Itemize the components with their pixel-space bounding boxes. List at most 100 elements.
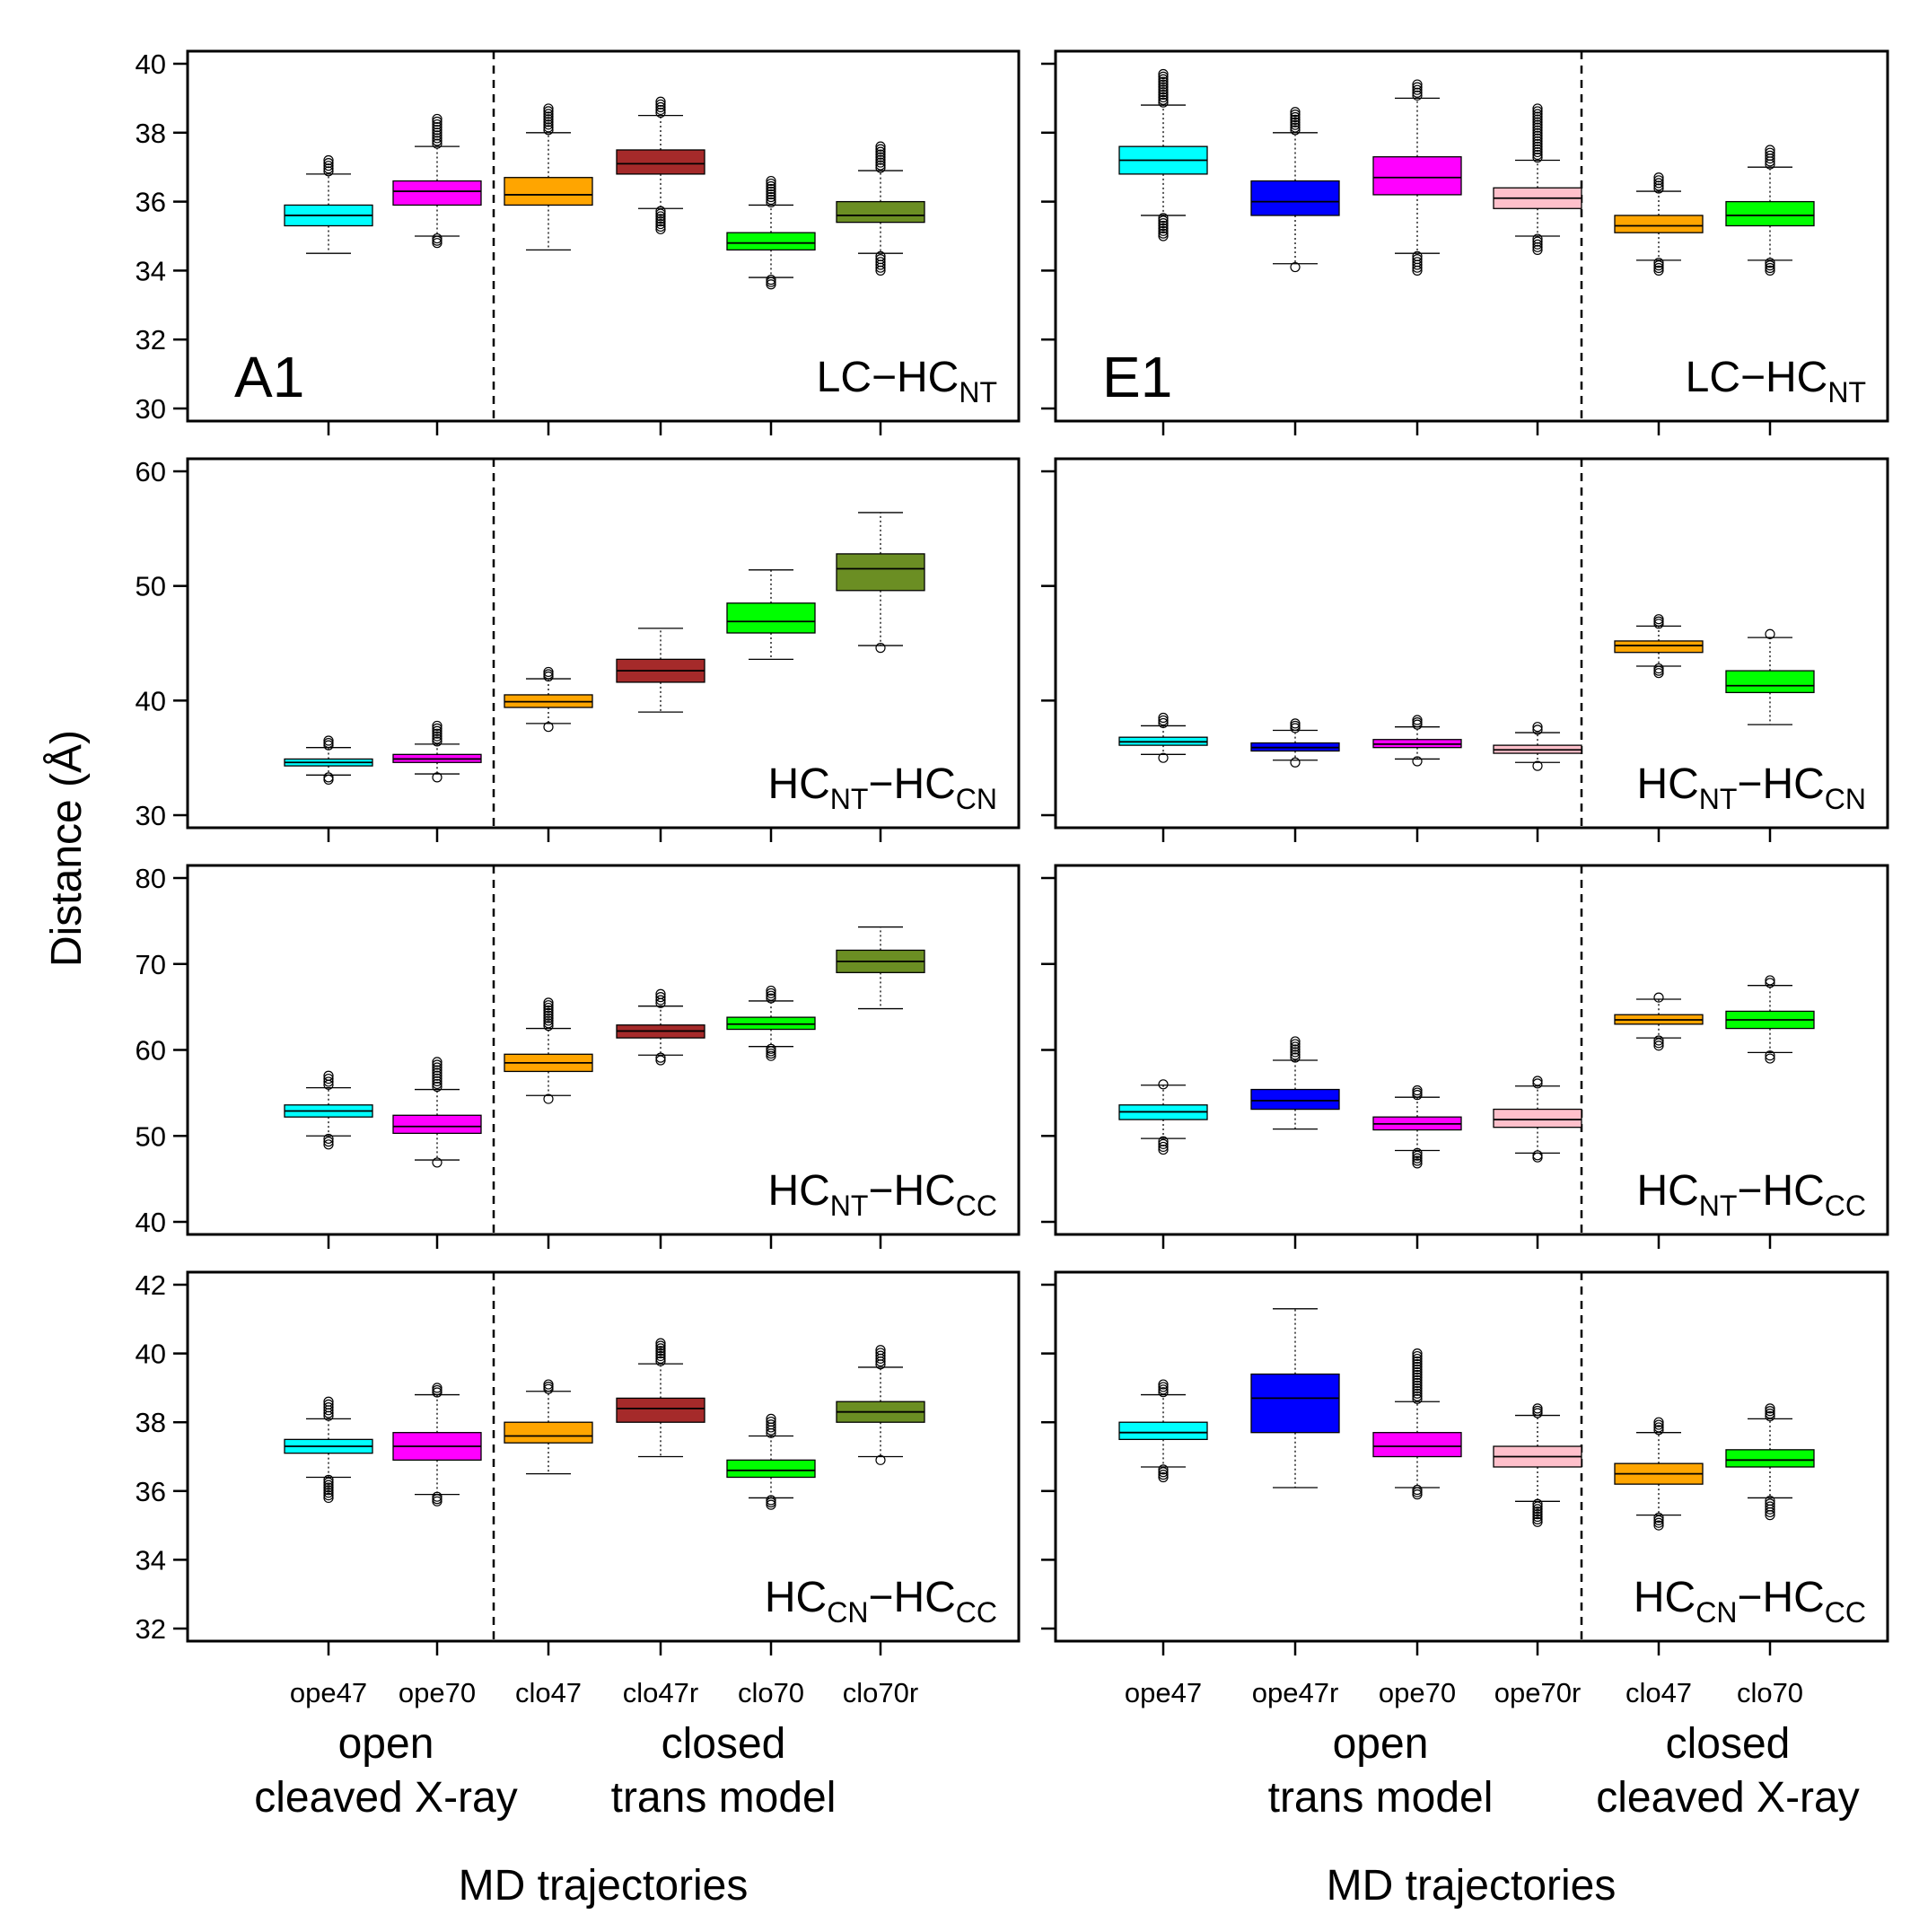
outlier-point <box>766 1413 776 1424</box>
outlier-point <box>1158 1467 1169 1478</box>
outlier-point <box>432 731 443 742</box>
outlier-point <box>543 669 554 680</box>
outlier-point <box>1158 71 1169 83</box>
outlier-point <box>1532 724 1543 735</box>
group-subtitle: cleaved X-ray <box>1596 1774 1859 1822</box>
outlier-point <box>1653 260 1664 271</box>
outlier-point <box>323 163 334 174</box>
outlier-point <box>1158 1387 1169 1398</box>
outlier-point <box>1765 150 1775 161</box>
outlier-point <box>1412 1153 1423 1164</box>
label-first-sub: NT <box>1699 783 1738 815</box>
outlier-point <box>543 671 554 682</box>
distance-label: LC−HCNT <box>1686 354 1866 408</box>
category-label-clo47: clo47 <box>515 1677 582 1708</box>
distance-label: HCNT−HCCN <box>1636 760 1866 815</box>
outlier-point <box>1412 1150 1423 1161</box>
outlier-point <box>655 216 666 227</box>
outlier-point <box>1532 1152 1543 1163</box>
outlier-point <box>543 1000 554 1011</box>
outlier-point <box>655 99 666 110</box>
outlier-point <box>1765 1410 1775 1422</box>
outlier-point <box>1532 1150 1543 1161</box>
outlier-point <box>766 1416 776 1427</box>
outlier-point <box>432 736 443 747</box>
outlier-point <box>543 119 554 130</box>
distance-label: HCCN−HCCC <box>765 1574 997 1629</box>
outlier-point <box>543 114 554 125</box>
box-ope47 <box>1118 1079 1208 1155</box>
iqr-box <box>726 232 816 251</box>
label-first: HC <box>1634 1574 1696 1621</box>
outlier-point <box>766 197 776 208</box>
outlier-point <box>1765 145 1775 155</box>
outlier-point <box>1532 1514 1543 1524</box>
outlier-point <box>655 992 666 1003</box>
outlier-point <box>1765 1406 1775 1417</box>
outlier-point <box>1532 244 1543 255</box>
outlier-point <box>1290 720 1301 732</box>
y-tick-label: 60 <box>136 1035 166 1067</box>
outlier-point <box>1412 1391 1423 1401</box>
outlier-point <box>543 722 554 733</box>
outlier-point <box>1653 183 1664 194</box>
outlier-point <box>655 107 666 119</box>
iqr-box <box>726 602 816 634</box>
outlier-point <box>1532 149 1543 161</box>
outlier-point <box>1290 1052 1301 1063</box>
box-ope70 <box>392 720 482 783</box>
box-clo47 <box>1614 992 1704 1051</box>
outlier-point <box>875 1454 886 1465</box>
group-subtitle: cleaved X-ray <box>254 1774 517 1822</box>
outlier-point <box>655 1340 666 1351</box>
outlier-point <box>1532 1516 1543 1527</box>
outlier-point <box>1158 223 1169 233</box>
outlier-point <box>323 1477 334 1488</box>
y-tick-label: 34 <box>136 1544 166 1576</box>
outlier-point <box>655 1055 666 1066</box>
label-second: HC <box>1762 1167 1824 1215</box>
outlier-point <box>766 175 776 187</box>
outlier-point <box>1532 125 1543 136</box>
panel-letter: A1 <box>234 345 304 409</box>
label-second: HC <box>897 354 959 401</box>
box-clo47r <box>616 1338 705 1458</box>
outlier-point <box>1290 757 1301 768</box>
outlier-point <box>323 1137 334 1147</box>
label-dash: − <box>868 1167 893 1215</box>
label-dash: − <box>1737 1167 1762 1215</box>
iqr-box <box>616 1397 705 1423</box>
iqr-box <box>1250 1373 1340 1434</box>
panel-frame <box>186 457 1021 830</box>
outlier-point <box>543 1005 554 1016</box>
x-axis-label: MD trajectories <box>1327 1862 1617 1910</box>
outlier-point <box>1412 1374 1423 1385</box>
outlier-point <box>543 1021 554 1032</box>
outlier-point <box>1158 97 1169 108</box>
box-ope70 <box>1372 715 1462 767</box>
label-second-sub: CC <box>1825 1190 1866 1222</box>
outlier-point <box>875 1348 886 1358</box>
outlier-point <box>766 279 776 290</box>
outlier-point <box>875 643 886 654</box>
label-first: HC <box>1636 1167 1698 1215</box>
panel-letter: E1 <box>1102 345 1172 409</box>
group-title: open <box>1333 1720 1429 1768</box>
outlier-point <box>432 125 443 136</box>
box-clo70r <box>836 141 925 276</box>
outlier-point <box>655 214 666 224</box>
panels-layer: 303234363840LC−HCNTA130405060HCNT−HCCN40… <box>136 48 1889 1655</box>
box-ope47r <box>1250 1308 1340 1489</box>
outlier-point <box>1412 1087 1423 1098</box>
outlier-point <box>1158 1382 1169 1392</box>
outlier-point <box>766 988 776 998</box>
outlier-point <box>543 1379 554 1390</box>
outlier-point <box>323 1482 334 1493</box>
outlier-point <box>655 96 666 107</box>
outlier-point <box>766 1419 776 1430</box>
label-first: HC <box>767 760 829 808</box>
outlier-point <box>1158 94 1169 105</box>
box-clo47r <box>616 628 705 713</box>
